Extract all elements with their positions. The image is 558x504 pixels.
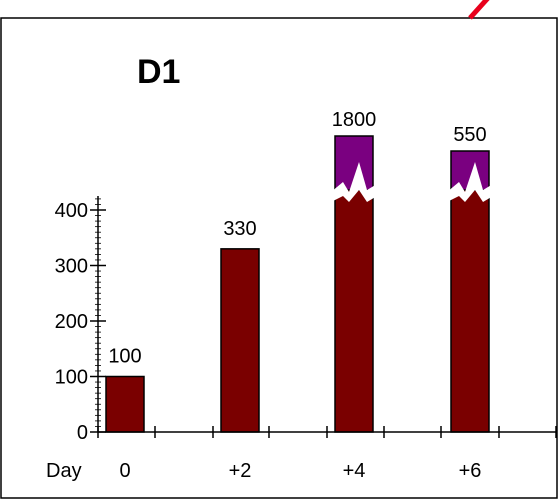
x-axis-title: Day: [46, 460, 82, 482]
x-tick-label-0: 0: [119, 460, 130, 482]
axis-break-2: [331, 162, 377, 202]
y-tick-label-2: 200: [55, 311, 88, 333]
x-tick-label-3: +6: [459, 460, 482, 482]
bar-3: [450, 189, 490, 433]
data-label-3: 550: [453, 124, 486, 146]
chart-title: D1: [137, 53, 180, 91]
bar-0: [105, 375, 145, 433]
data-label-2: 1800: [332, 109, 377, 131]
axes-layer: 0 100 200 300 400 0 +2 +4 +6: [55, 196, 557, 482]
bar-2: [334, 189, 374, 433]
y-tick-label-3: 300: [55, 256, 88, 278]
data-label-1: 330: [223, 218, 256, 240]
accent-mark: [468, 0, 490, 20]
bars-layer: [105, 135, 493, 433]
bar-1: [220, 248, 260, 433]
data-labels-layer: 100 330 1800 550: [108, 109, 486, 368]
axis-break-3: [447, 162, 493, 202]
y-tick-label-0: 0: [77, 422, 88, 444]
x-tick-label-1: +2: [229, 460, 252, 482]
y-tick-label-4: 400: [55, 200, 88, 222]
data-label-0: 100: [108, 346, 141, 368]
y-tick-label-1: 100: [55, 367, 88, 389]
x-tick-label-2: +4: [343, 460, 366, 482]
